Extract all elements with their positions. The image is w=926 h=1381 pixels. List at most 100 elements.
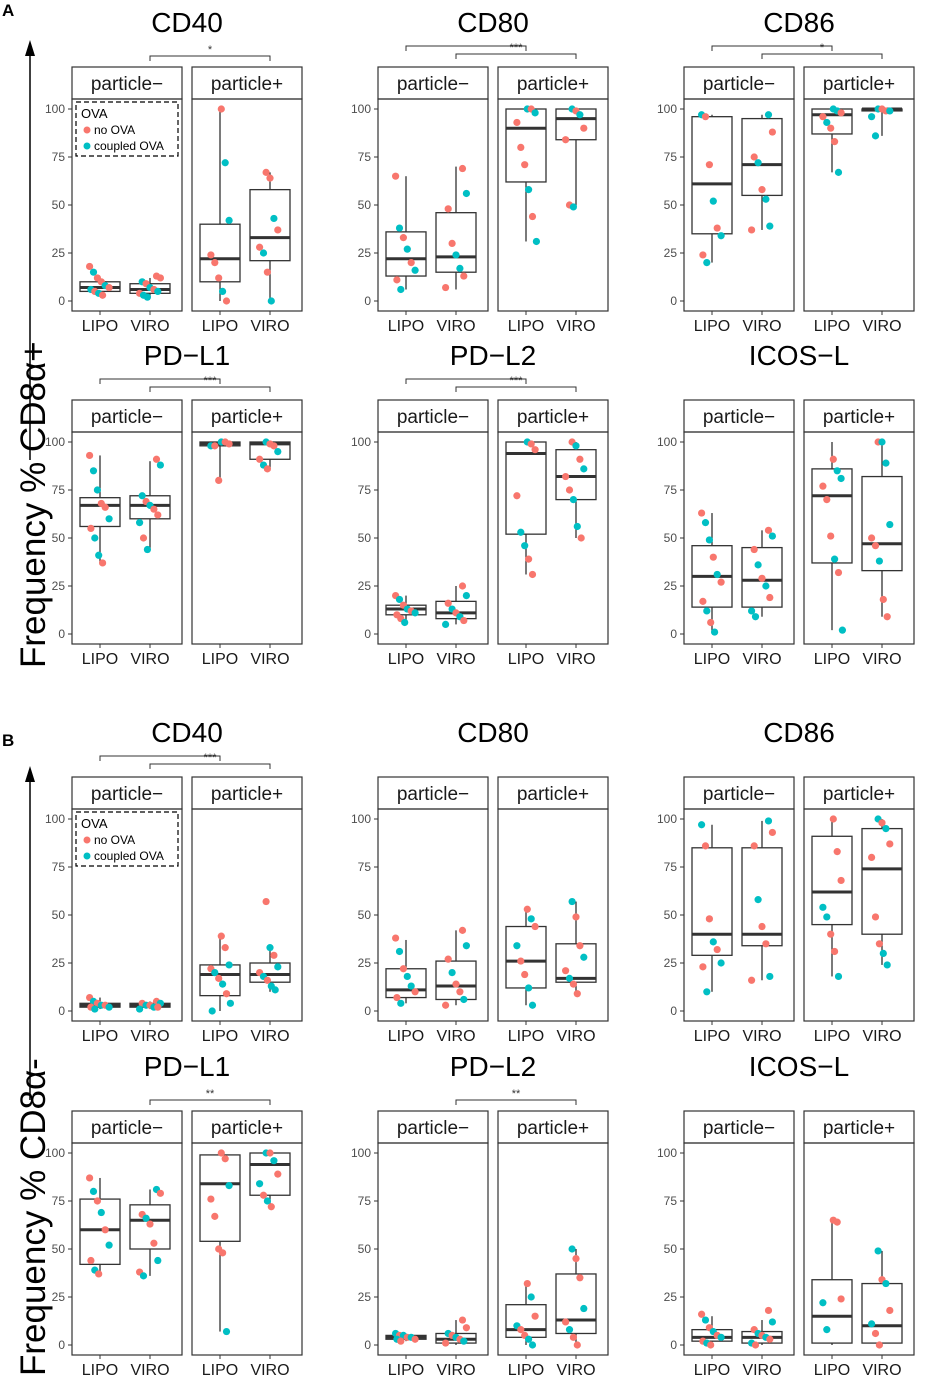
chart-b-cd80-lipo-neg-point bbox=[393, 993, 401, 1002]
chart-a-cd80-title: CD80 bbox=[457, 7, 529, 38]
chart-b-cd86-ytick-label: 75 bbox=[664, 860, 678, 874]
chart-a-pd-l1-viro-neg-point bbox=[150, 505, 158, 513]
chart-b-pd-l2-ytick-label: 50 bbox=[358, 1242, 372, 1256]
chart-a-cd86-viro-pos-point bbox=[886, 107, 894, 115]
chart-b-cd80-lipo-pos-point bbox=[521, 970, 529, 979]
chart-b-cd80-title: CD80 bbox=[457, 717, 529, 748]
chart-b-cd86-viro-pos-point bbox=[871, 913, 880, 921]
chart-b-cd80-lipo-neg-box bbox=[385, 968, 427, 999]
chart-b-cd86-lipo-neg-point bbox=[705, 915, 714, 923]
chart-b-pd-l2-panel-1 bbox=[377, 1142, 489, 1356]
chart-b-pd-l2-viro-pos-point bbox=[569, 1333, 578, 1341]
chart-a-pd-l2-viro-neg-point bbox=[458, 582, 467, 590]
chart-a-pd-l2-lipo-pos-point bbox=[531, 446, 539, 454]
chart-a-pd-l1-strip-1 bbox=[71, 399, 183, 433]
chart-b-cd86-lipo-neg-point bbox=[699, 963, 707, 971]
chart-b-cd80-lipo-pos-point bbox=[517, 957, 525, 965]
chart-b-cd86-viro-neg-point bbox=[754, 896, 762, 904]
chart-b-pd-l1-lipo-neg-point bbox=[105, 1241, 113, 1249]
chart-a-pd-l2-viro-pos-point bbox=[569, 496, 578, 504]
chart-b-pd-l2-ytick-label: 25 bbox=[358, 1290, 372, 1304]
chart-b-pd-l2-lipo-pos-point bbox=[528, 1341, 537, 1349]
chart-a-cd86-viro-neg-point bbox=[762, 195, 770, 203]
chart-a-cd40-lipo-neg-point bbox=[99, 291, 107, 299]
chart-a-pd-l2-viro-pos-box bbox=[555, 449, 597, 501]
chart-b-cd86-lipo-pos-point bbox=[831, 947, 839, 956]
legend-b: OVA no OVA coupled OVA bbox=[75, 811, 179, 867]
chart-a-icos-l-lipo-pos-point bbox=[829, 455, 837, 463]
chart-a-icos-l: ICOS−L 0 25 50 75 100 particle− particle+ LIPO VI… bbox=[657, 340, 915, 668]
chart-a-pd-l1-title: PD−L1 bbox=[144, 340, 230, 371]
chart-a-cd86-viro-neg-point bbox=[754, 159, 762, 167]
legend-label-no-ova-a: no OVA bbox=[94, 123, 135, 137]
chart-a-cd86-lipo-neg-point bbox=[717, 232, 725, 240]
chart-a-icos-l-viro-neg-point bbox=[751, 613, 760, 621]
legend-dot-coupled-ova-a bbox=[83, 142, 91, 150]
chart-b-cd40-viro-pos-point bbox=[271, 986, 279, 994]
chart-b-cd40-viro-pos-point bbox=[262, 897, 270, 906]
chart-b-cd80-lipo-neg-point bbox=[411, 988, 419, 996]
chart-b-pd-l1-ytick-label: 0 bbox=[58, 1338, 65, 1352]
chart-a-cd40-strip-1 bbox=[71, 66, 183, 100]
chart-b-cd40-ytick-label: 0 bbox=[58, 1004, 65, 1018]
chart-a-pd-l1-sig-bracket-1 bbox=[99, 378, 221, 384]
chart-b-pd-l1-viro-pos-point bbox=[267, 1203, 275, 1211]
chart-a-cd40-ytick-label: 75 bbox=[52, 150, 66, 164]
chart-b-cd40-sig-label: *** bbox=[204, 752, 218, 764]
chart-b-pd-l1-lipo-pos-point bbox=[217, 1149, 225, 1157]
chart-a-icos-l-viro-pos-point bbox=[883, 613, 891, 621]
chart-b-cd40-lipo-pos-point bbox=[221, 944, 229, 952]
chart-b-pd-l1-viro-pos-point bbox=[270, 1157, 278, 1165]
chart-a-pd-l1-viro-pos-xtick-label: VIRO bbox=[250, 651, 289, 668]
chart-b-pd-l1-lipo-pos-point bbox=[219, 1249, 227, 1257]
chart-a-pd-l2-viro-pos-point bbox=[562, 472, 570, 481]
chart-a-pd-l1-lipo-pos-point bbox=[215, 476, 223, 484]
chart-a-pd-l2-ytick-label: 50 bbox=[358, 531, 372, 545]
chart-a-cd80-lipo-neg-point bbox=[395, 224, 404, 232]
chart-a-cd80-viro-neg-point bbox=[458, 164, 467, 173]
chart-b-cd40-viro-pos-point bbox=[270, 951, 278, 959]
chart-a-cd40-viro-pos-xtick-label: VIRO bbox=[250, 318, 289, 335]
chart-b-pd-l2-lipo-neg-point bbox=[411, 1335, 419, 1343]
chart-b-cd40-strip-label-1: particle− bbox=[91, 784, 163, 805]
chart-b-pd-l2-ytick-label: 0 bbox=[364, 1338, 371, 1352]
chart-b-cd80-lipo-pos-point bbox=[531, 922, 539, 931]
chart-a-cd40-lipo-pos-box bbox=[199, 223, 241, 283]
chart-a-cd80-lipo-pos-point bbox=[521, 161, 529, 169]
chart-b-cd86-viro-neg-point bbox=[768, 828, 777, 837]
chart-a-pd-l1-viro-neg-point bbox=[138, 492, 146, 500]
chart-b-cd86-lipo-neg-point bbox=[713, 945, 721, 954]
chart-b-pd-l1-ytick-label: 75 bbox=[52, 1194, 66, 1208]
chart-a-cd40-sig-label: * bbox=[208, 44, 213, 56]
chart-b-cd80-ytick-label: 50 bbox=[358, 908, 372, 922]
chart-a-pd-l2-viro-pos-point bbox=[576, 455, 584, 463]
chart-a-cd40-viro-pos-point bbox=[262, 168, 270, 176]
chart-b-pd-l2-viro-pos-point bbox=[568, 1245, 576, 1253]
chart-b-cd86: CD86 0 25 50 75 100 particle− particle+ LIPO VIRO… bbox=[657, 717, 915, 1045]
chart-a-cd86-lipo-pos-xtick-label: LIPO bbox=[814, 318, 850, 335]
chart-a-cd40-lipo-pos-point bbox=[225, 216, 233, 224]
chart-b-cd80-ytick-label: 0 bbox=[364, 1004, 371, 1018]
chart-b-icos-l-viro-pos-point bbox=[882, 1279, 890, 1288]
chart-b-pd-l1-viro-neg-point bbox=[154, 1256, 162, 1265]
chart-b-cd86-viro-neg-point bbox=[758, 922, 766, 931]
chart-b-pd-l1-lipo-neg-point bbox=[97, 1208, 105, 1217]
chart-b-pd-l1-lipo-pos-point bbox=[207, 1195, 215, 1203]
chart-b-pd-l2-strip-label-1: particle− bbox=[397, 1118, 469, 1139]
chart-a-cd86-ytick-label: 0 bbox=[670, 294, 677, 308]
chart-a-pd-l1-lipo-neg-point bbox=[89, 467, 98, 475]
chart-b-pd-l2-viro-pos-point bbox=[576, 1274, 584, 1282]
chart-b-pd-l1-viro-pos-xtick-label: VIRO bbox=[250, 1362, 289, 1379]
chart-a-cd80-ytick-label: 50 bbox=[358, 198, 372, 212]
chart-b-cd80-lipo-neg-xtick-label: LIPO bbox=[388, 1028, 424, 1045]
chart-b-cd40-lipo-pos-point bbox=[215, 974, 223, 982]
chart-a-cd86-strip-2 bbox=[803, 66, 915, 100]
legend-dot-no-ova-a bbox=[83, 126, 91, 134]
chart-a-cd80-lipo-neg-point bbox=[403, 245, 411, 253]
chart-b-cd86-viro-neg-point bbox=[766, 972, 774, 981]
chart-b-icos-l-ytick-label: 50 bbox=[664, 1242, 678, 1256]
chart-b-cd86-lipo-pos-point bbox=[837, 876, 845, 885]
chart-b-pd-l2-ytick-label: 100 bbox=[351, 1146, 371, 1160]
chart-a-cd40-title: CD40 bbox=[151, 7, 223, 38]
chart-b-cd40-title: CD40 bbox=[151, 717, 223, 748]
